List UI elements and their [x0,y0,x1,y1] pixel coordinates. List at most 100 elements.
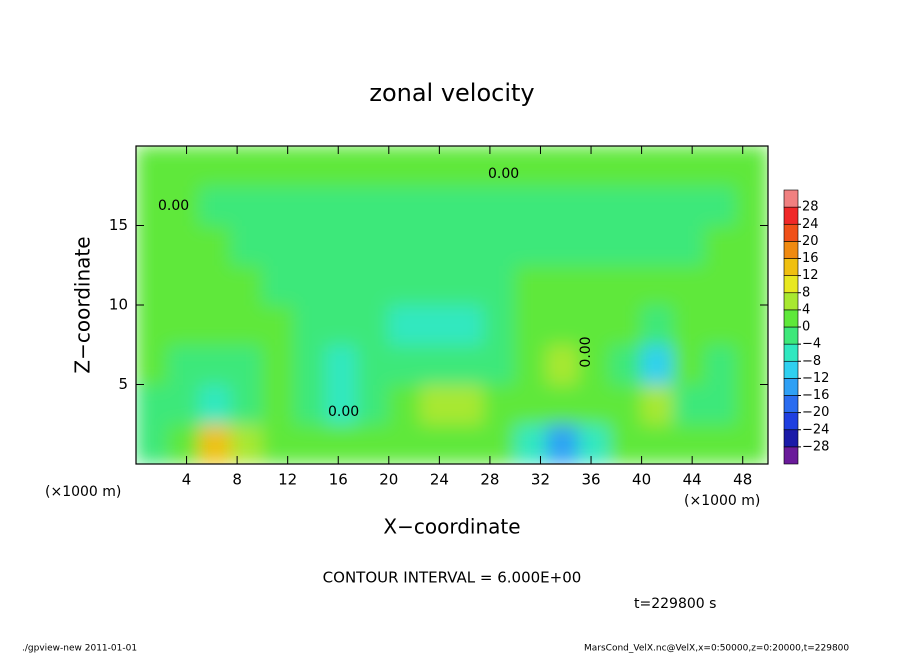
colorbar-box [783,223,799,242]
field-cell [704,344,737,385]
field-cell [136,225,169,266]
field-cell [514,185,548,226]
field-cell [609,384,643,425]
field-cell [672,225,706,266]
field-cell [136,146,169,187]
field-cell [293,304,327,346]
field-cell [609,423,643,464]
field-cell [419,423,453,464]
colorbar-box [783,309,799,328]
field-cell [577,304,611,346]
footer-left: ./gpview-new 2011-01-01 [22,644,137,654]
chart-title: zonal velocity [369,79,534,107]
field-cell [167,344,200,385]
field-cell [356,344,390,385]
field-cell [704,185,737,226]
field-cell [735,225,768,266]
field-cell [356,225,390,266]
field-cell [609,185,643,226]
colorbar-box [783,429,799,448]
colorbar-box [783,412,799,431]
field-cell [735,423,768,464]
field-cell [641,146,674,187]
field-cell [230,264,263,306]
field-cell [451,185,485,226]
x-tick-label: 36 [581,471,600,489]
field-cell [483,384,516,425]
field-cell [641,185,674,226]
field-cell [388,384,421,425]
field-cell [356,264,390,306]
field-cell [735,264,768,306]
field-cell [735,185,768,226]
field-cell [419,344,453,385]
x-tick-label: 28 [480,471,499,489]
y-tick-label: 15 [109,216,128,234]
field-cell [167,225,200,266]
field-cell [198,264,232,306]
colorbar-label: −16 [802,388,829,403]
field-cell [514,264,548,306]
field-cell [388,146,421,187]
field-cell [230,225,263,266]
field-cell [230,185,263,226]
colorbar-label: −8 [802,354,821,369]
field-cell [198,185,232,226]
colorbar-box [783,241,799,259]
field-cell [672,304,706,346]
y-axis-title: Z−coordinate [71,236,95,373]
field-cell [735,384,768,425]
colorbar-label: −20 [802,405,829,420]
field-cell [672,264,706,306]
field-cell [672,146,706,187]
field-cell [735,304,768,346]
field [136,146,768,464]
field-cell [136,185,169,226]
field-cell [577,225,611,266]
field-cell [704,225,737,266]
colorbar-label: −24 [802,422,829,437]
field-cell [609,344,643,385]
contour-label: 0.00 [158,198,189,214]
x-unit-label: (×1000 m) [684,493,760,509]
x-tick-label: 12 [278,471,297,489]
field-cell [577,146,611,187]
field-cell [388,185,421,226]
contour-interval: CONTOUR INTERVAL = 6.000E+00 [323,569,582,587]
field-cell [293,146,327,187]
field-cell [136,304,169,346]
field-cell [419,146,453,187]
x-tick-label: 8 [232,471,242,489]
field-cell [609,225,643,266]
field-cell [483,423,516,464]
field-cell [261,384,295,425]
field-cell [388,225,421,266]
field-cell [419,304,453,346]
footer-right: MarsCond_VelX.nc@VelX,x=0:50000,z=0:2000… [584,644,849,654]
field-cell [198,225,232,266]
colorbar-label: 20 [802,234,819,249]
x-tick-label: 48 [733,471,752,489]
field-cell [641,423,674,464]
field-cell [356,304,390,346]
field-cell [735,344,768,385]
field-cell [704,146,737,187]
field-cell [546,225,579,266]
field-cell [577,384,611,425]
field-cell [483,185,516,226]
field-cell [451,146,485,187]
field-cell [325,225,358,266]
field-cell [609,146,643,187]
field-cell [293,225,327,266]
field-cell [261,225,295,266]
field-cell [293,423,327,464]
colorbar-label: −28 [802,439,829,454]
colorbar-box [783,189,799,208]
field-cell [325,344,358,385]
field-cell [325,304,358,346]
field-cell [704,384,737,425]
field-cell [514,344,548,385]
field-cell [546,384,579,425]
field-cell [641,384,674,425]
field-cell [546,264,579,306]
